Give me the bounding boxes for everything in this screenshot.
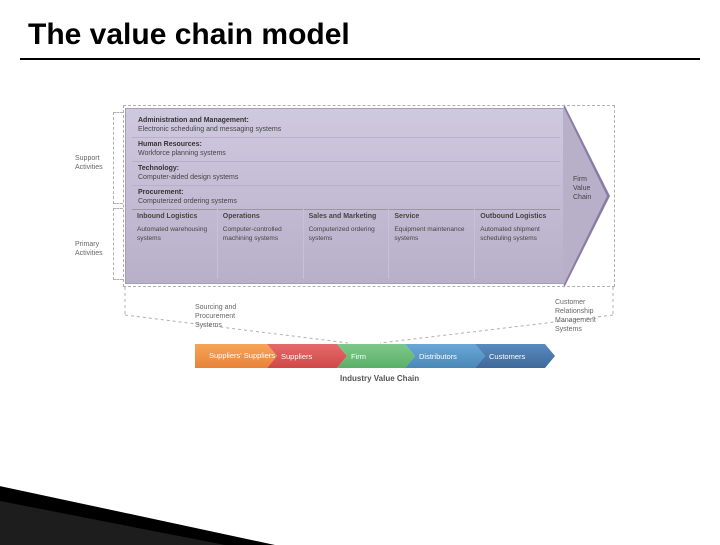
chevron-firm: Firm	[337, 344, 415, 368]
corner-decoration	[0, 425, 275, 545]
firm-chain-bounding-box	[123, 105, 615, 287]
sourcing-label: Sourcing and Procurement Systems	[195, 303, 236, 330]
industry-chain-label: Industry Value Chain	[340, 374, 419, 383]
crm-label: Customer Relationship Management Systems	[555, 298, 596, 334]
chevron-distributors: Distributors	[405, 344, 485, 368]
support-bracket	[113, 112, 123, 204]
page-title: The value chain model	[28, 18, 350, 52]
industry-value-chain: Suppliers' Suppliers Suppliers Firm Dist…	[195, 344, 595, 368]
primary-activities-label: Primary Activities	[75, 240, 103, 258]
chevron-suppliers-suppliers: Suppliers' Suppliers	[195, 344, 277, 368]
support-activities-label: Support Activities	[75, 154, 103, 172]
primary-bracket	[113, 208, 123, 280]
chevron-suppliers: Suppliers	[267, 344, 347, 368]
chevron-customers: Customers	[475, 344, 555, 368]
title-underline	[20, 58, 700, 60]
value-chain-diagram: Support Activities Primary Activities Ad…	[125, 108, 635, 284]
